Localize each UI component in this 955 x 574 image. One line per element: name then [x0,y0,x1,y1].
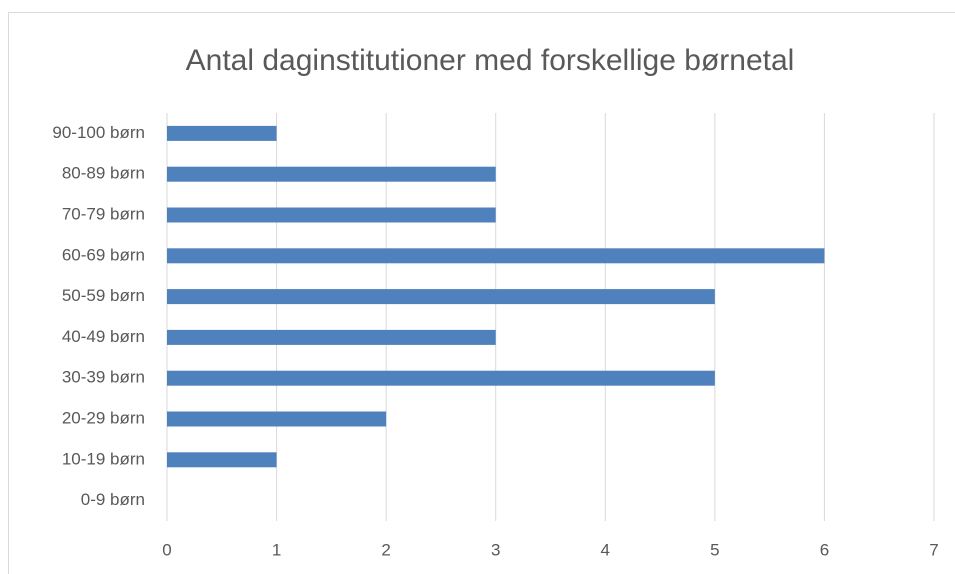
y-tick-label: 40-49 børn [62,327,145,346]
chart-title: Antal daginstitutioner med forskellige b… [186,44,795,77]
y-tick-label: 80-89 børn [62,164,145,183]
bar [167,248,825,264]
y-tick-label: 60-69 børn [62,245,145,264]
y-tick-label: 30-39 børn [62,368,145,387]
bar [167,329,496,345]
y-tick-label: 10-19 børn [62,449,145,468]
x-tick-label: 3 [491,540,500,559]
x-tick-label: 1 [272,540,281,559]
bar [167,289,715,305]
bar [167,166,496,182]
x-tick-label: 0 [162,540,171,559]
x-tick-label: 6 [820,540,829,559]
y-tick-label: 70-79 børn [62,204,145,223]
y-tick-label: 90-100 børn [52,123,145,142]
bar [167,125,277,141]
y-tick-label: 0-9 børn [81,490,145,509]
y-tick-label: 50-59 børn [62,286,145,305]
y-tick-label: 20-29 børn [62,408,145,427]
bar [167,411,387,427]
x-tick-label: 7 [929,540,938,559]
bar [167,452,277,468]
x-tick-label: 5 [710,540,719,559]
x-tick-label: 2 [381,540,390,559]
x-tick-label: 4 [601,540,610,559]
bar [167,207,496,223]
bar [167,370,715,386]
